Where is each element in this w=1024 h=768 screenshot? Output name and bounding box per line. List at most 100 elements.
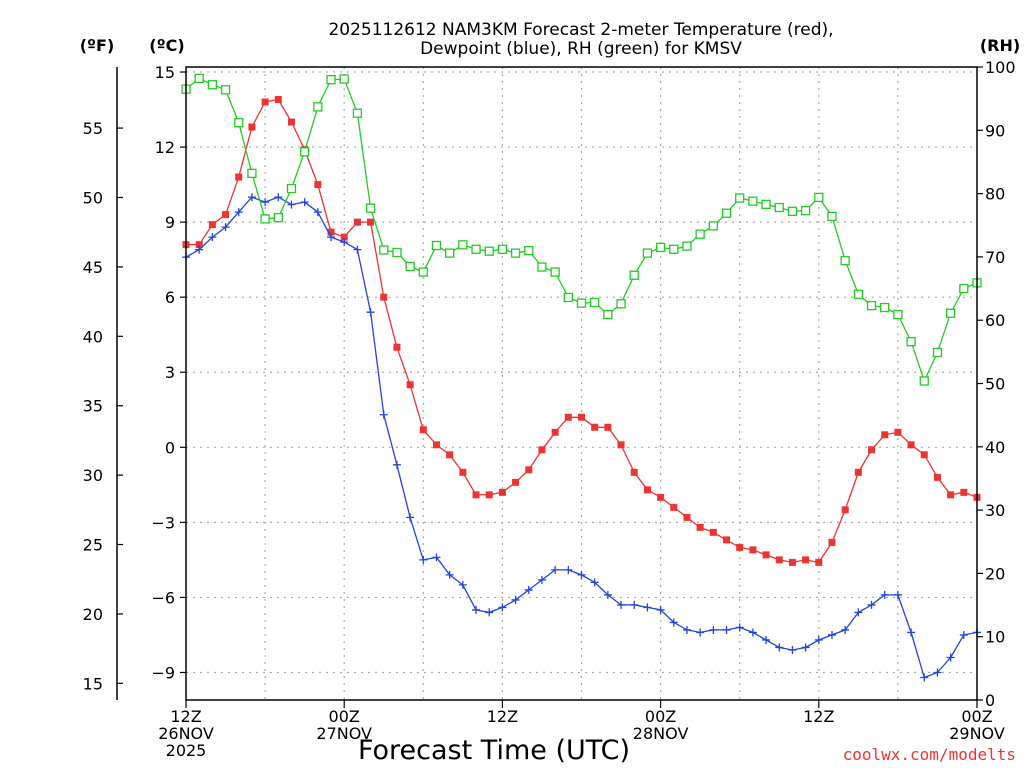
temperature-point: [854, 468, 862, 476]
temperature-point: [709, 528, 717, 536]
dewpoint-point: [458, 580, 467, 589]
dewpoint-point: [669, 618, 678, 627]
rh-point: [761, 199, 771, 210]
temperature-point: [868, 446, 876, 454]
rh-point: [405, 261, 415, 272]
temperature-point: [235, 173, 243, 181]
rh-point: [445, 248, 455, 258]
temperature-point: [485, 491, 493, 499]
rh-point: [893, 309, 903, 320]
dewpoint-point: [498, 603, 507, 612]
dewpoint-point: [327, 233, 336, 242]
temperature-point: [657, 493, 665, 501]
rh-point: [800, 206, 811, 216]
dewpoint-point: [537, 575, 546, 584]
rh-tick-label: 20: [985, 564, 1005, 583]
x-tick-label: 00Z: [329, 707, 360, 726]
dewpoint-point: [907, 628, 916, 637]
temperature-point: [578, 413, 585, 421]
dewpoint-point: [841, 625, 850, 634]
temperature-point: [762, 551, 770, 559]
rh-tick-label: 40: [985, 438, 1005, 457]
rh-point: [471, 244, 481, 254]
dewpoint-point: [748, 628, 757, 637]
rh-tick-label: 100: [985, 58, 1016, 77]
dewpoint-point: [603, 590, 612, 599]
dewpoint-point: [564, 565, 573, 574]
rh-point: [748, 196, 758, 206]
fahrenheit-tick-label: 35: [83, 397, 103, 416]
rh-point: [787, 206, 798, 216]
celsius-unit-label: (ºC): [149, 36, 184, 55]
x-tick-label: 29NOV: [949, 724, 1005, 743]
dewpoint-point: [920, 673, 929, 682]
rh-point: [550, 267, 560, 277]
dewpoint-point: [472, 605, 481, 614]
dewpoint-point: [524, 585, 533, 594]
rh-point: [326, 75, 336, 85]
chart-gridlines: [186, 67, 977, 700]
rh-point: [603, 309, 613, 320]
dewpoint-point: [722, 625, 731, 634]
x-tick-label: 28NOV: [633, 724, 689, 743]
rh-point: [708, 221, 718, 231]
dewpoint-point: [221, 223, 230, 232]
dewpoint-point: [551, 565, 560, 574]
dewpoint-point: [313, 208, 322, 217]
temperature-point: [894, 428, 902, 436]
dewpoint-point: [577, 570, 586, 579]
x-tick-label: 12Z: [487, 707, 518, 726]
rh-point: [853, 289, 863, 299]
dewpoint-point: [234, 208, 243, 217]
dewpoint-point: [274, 193, 283, 202]
temperature-point: [960, 488, 968, 496]
rh-tick-label: 30: [985, 501, 1005, 520]
dewpoint-point: [630, 600, 639, 609]
dewpoint-point: [247, 193, 256, 202]
fahrenheit-tick-label: 50: [83, 188, 103, 207]
rh-point: [207, 80, 218, 90]
temperature-point: [340, 233, 348, 241]
temperature-point: [749, 546, 757, 554]
dewpoint-point: [287, 200, 296, 209]
fahrenheit-tick-label: 40: [83, 327, 103, 346]
dewpoint-point: [419, 555, 428, 564]
fahrenheit-tick-label: 45: [83, 258, 103, 277]
temperature-point: [788, 558, 796, 566]
rh-point: [735, 193, 745, 203]
dewpoint-point: [485, 608, 494, 617]
fahrenheit-tick-label: 55: [83, 119, 103, 138]
dewpoint-point: [511, 595, 520, 604]
temperature-point: [287, 118, 295, 126]
celsius-tick-label: 15: [155, 63, 175, 82]
temperature-point: [696, 523, 704, 531]
rh-point: [866, 300, 877, 311]
dewpoint-point: [682, 625, 691, 634]
rh-point: [299, 147, 310, 157]
temperature-point: [512, 478, 520, 486]
chart-title-line1: 2025112612 NAM3KM Forecast 2-meter Tempe…: [328, 20, 833, 40]
celsius-tick-label: −6: [151, 588, 175, 607]
x-tick-label: 27NOV: [316, 724, 372, 743]
fahrenheit-tick-label: 20: [83, 605, 103, 624]
temperature-point: [947, 491, 955, 499]
rh-point: [629, 270, 639, 280]
rh-point: [339, 74, 349, 84]
rh-tick-label: 90: [985, 121, 1005, 140]
dewpoint-point: [775, 643, 784, 652]
series-line-2-meter-temperature: [186, 98, 978, 564]
dewpoint-point: [392, 460, 401, 469]
series-line-dewpoint: [185, 196, 978, 679]
dewpoint-point: [735, 623, 744, 632]
temperature-point: [538, 446, 546, 454]
temperature-point: [802, 556, 810, 564]
x-axis-title: Forecast Time (UTC): [358, 735, 630, 766]
dewpoint-point: [432, 553, 441, 562]
rh-point: [431, 240, 442, 251]
dewpoint-point: [445, 570, 454, 579]
rh-point: [590, 297, 600, 308]
dewpoint-point: [656, 605, 665, 614]
dewpoint-point: [959, 630, 968, 639]
temperature-point: [367, 218, 375, 226]
dewpoint-point: [801, 643, 810, 652]
